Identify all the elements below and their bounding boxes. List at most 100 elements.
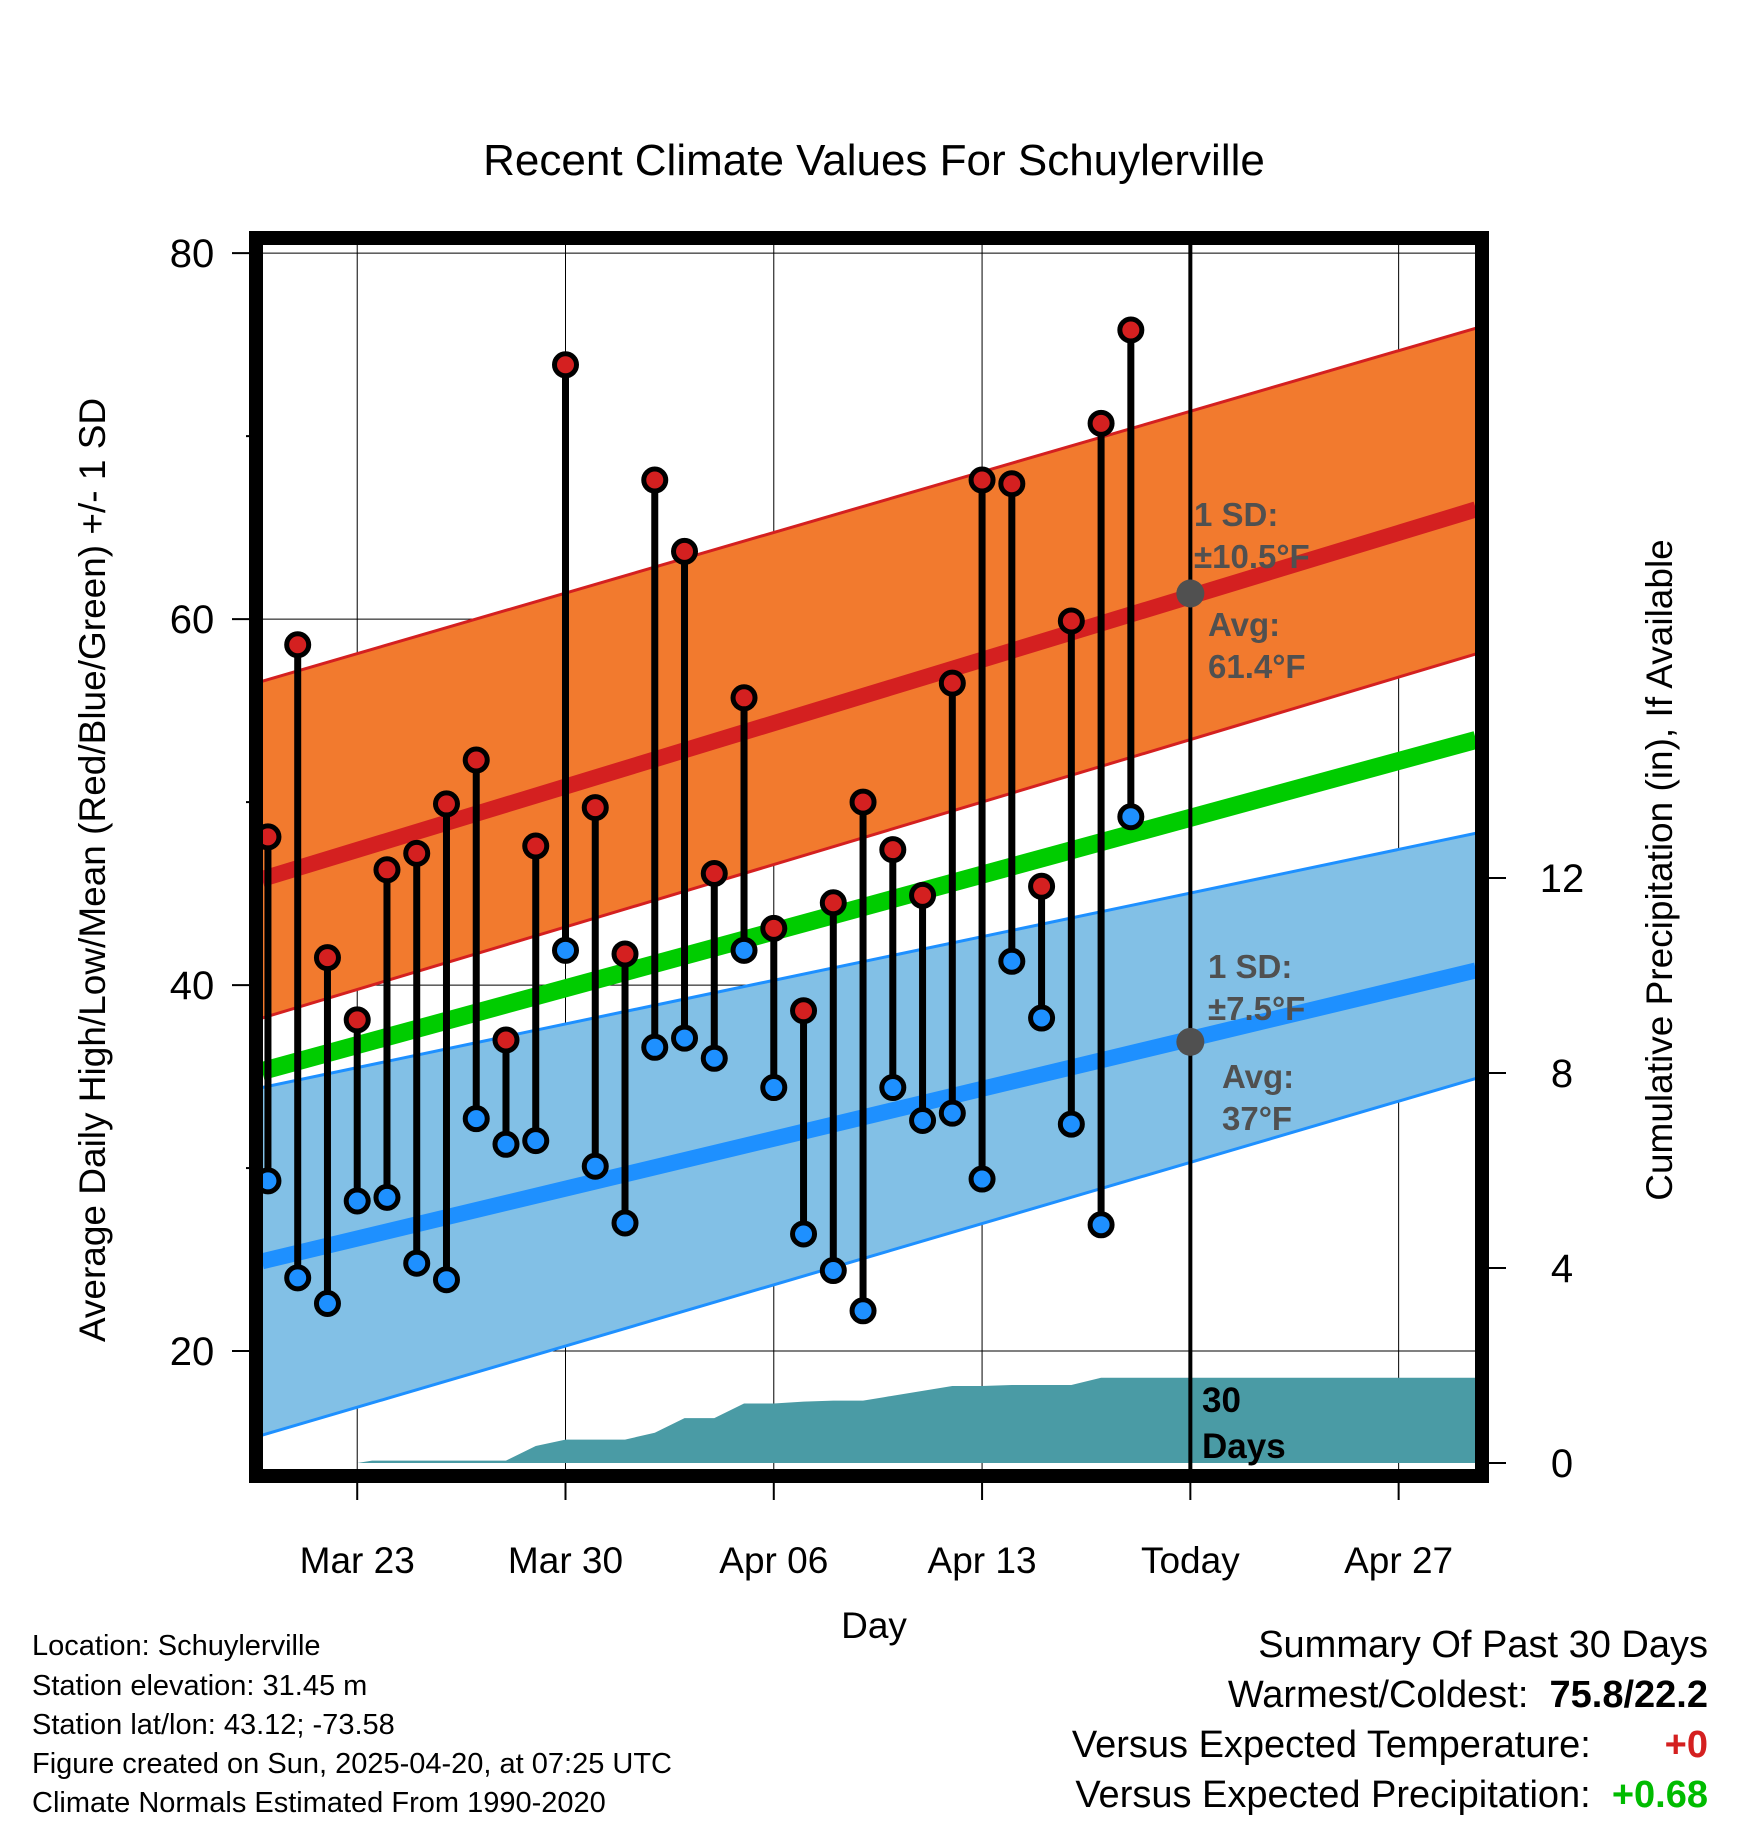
summary-precip-label: Versus Expected Precipitation: <box>1075 1774 1591 1816</box>
normal-low-lower-edge <box>262 1076 1476 1437</box>
low-avg-label: Avg: <box>1222 1058 1294 1095</box>
days-label: 30 <box>1202 1381 1241 1420</box>
chart-title: Recent Climate Values For Schuylerville <box>483 136 1265 185</box>
daily-low-point <box>1028 1004 1056 1032</box>
normal-low-upper-edge <box>262 831 1476 1090</box>
y2-tick-label: 0 <box>1551 1442 1573 1486</box>
x-tick-label: Apr 06 <box>719 1540 828 1581</box>
x-tick-label: Apr 27 <box>1344 1540 1453 1581</box>
daily-low-point <box>760 1074 788 1102</box>
x-tick-label: Today <box>1141 1540 1240 1581</box>
daily-high-point <box>968 466 996 494</box>
daily-high-point <box>462 746 490 774</box>
daily-low-point <box>998 947 1026 975</box>
summary-temp: Versus Expected Temperature: +0 <box>1072 1726 1708 1764</box>
daily-high-point <box>700 859 728 887</box>
daily-high-point <box>641 466 669 494</box>
low-sd-value: ±7.5°F <box>1208 990 1305 1027</box>
summary-precip-value: +0.68 <box>1611 1774 1708 1816</box>
high-avg-label: Avg: <box>1208 606 1280 643</box>
daily-high-point <box>938 669 966 697</box>
daily-low-point <box>968 1165 996 1193</box>
y-tick-label: 60 <box>170 598 215 642</box>
daily-low-point <box>1117 803 1145 831</box>
daily-high-point <box>492 1026 520 1054</box>
high-sd-value: ±10.5°F <box>1194 538 1310 575</box>
x-tick-label: Mar 30 <box>508 1540 623 1581</box>
high-avg-point <box>1176 579 1205 608</box>
y2-axis-label: Cumulative Precipitation (in), If Availa… <box>1639 539 1680 1201</box>
y-tick-label: 20 <box>170 1330 215 1374</box>
daily-high-point <box>760 914 788 942</box>
daily-low-point <box>879 1074 907 1102</box>
daily-high-point <box>730 684 758 712</box>
normal-high-mean-line <box>262 501 1476 887</box>
normal-low-band <box>262 833 1476 1436</box>
daily-low-point <box>909 1106 937 1134</box>
info-elevation: Station elevation: 31.45 m <box>32 1670 368 1702</box>
daily-low-point <box>1057 1110 1085 1138</box>
daily-low-point <box>611 1209 639 1237</box>
low-avg-value: 37°F <box>1222 1100 1292 1137</box>
y-tick-label: 80 <box>170 232 215 276</box>
daily-high-point <box>909 881 937 909</box>
info-created: Figure created on Sun, 2025-04-20, at 07… <box>32 1748 672 1780</box>
daily-low-point <box>641 1033 669 1061</box>
x-tick-label: Apr 13 <box>928 1540 1037 1581</box>
high-sd-label: 1 SD: <box>1194 496 1278 533</box>
daily-low-point <box>552 936 579 964</box>
y-axis-label: Average Daily High/Low/Mean (Red/Blue/Gr… <box>72 398 113 1342</box>
plot-frame <box>249 231 1489 1483</box>
daily-low-point <box>313 1289 341 1317</box>
low-sd-label: 1 SD: <box>1208 948 1292 985</box>
daily-low-point <box>790 1220 818 1248</box>
daily-low-point <box>522 1127 550 1155</box>
daily-low-point <box>284 1264 312 1292</box>
daily-low-point <box>1087 1211 1115 1239</box>
daily-low-point <box>938 1099 966 1127</box>
normal-high-lower-edge <box>262 652 1476 1020</box>
daily-high-point <box>611 940 639 968</box>
y-tick-label: 40 <box>170 964 215 1008</box>
info-normals: Climate Normals Estimated From 1990-2020 <box>32 1787 606 1819</box>
daily-low-point <box>492 1130 520 1158</box>
daily-high-point <box>313 944 341 972</box>
daily-high-point <box>879 836 907 864</box>
y2-tick-label: 4 <box>1551 1247 1573 1291</box>
y2-tick-label: 12 <box>1540 857 1585 901</box>
daily-high-point <box>403 839 431 867</box>
daily-high-point <box>1028 872 1056 900</box>
daily-low-point <box>343 1187 371 1215</box>
plot-area: 1 SD: ±10.5°F Avg: 61.4°F 1 SD: ±7.5°F Avg: 37°… <box>170 231 1585 1581</box>
daily-low-point <box>730 936 758 964</box>
daily-high-point <box>581 794 609 822</box>
daily-high-point <box>522 832 550 860</box>
daily-high-point <box>819 889 847 917</box>
daily-low-point <box>849 1297 877 1325</box>
daily-high-point <box>373 856 401 884</box>
normal-low-mean-line <box>262 962 1476 1270</box>
daily-high-point <box>790 997 818 1025</box>
daily-low-point <box>671 1024 699 1052</box>
daily-high-point <box>998 470 1026 498</box>
high-avg-value: 61.4°F <box>1208 648 1306 685</box>
daily-high-point <box>284 631 312 659</box>
info-latlon: Station lat/lon: 43.12; -73.58 <box>32 1709 395 1741</box>
daily-low-point <box>700 1044 728 1072</box>
summary-temp-value: +0 <box>1664 1724 1708 1766</box>
x-tick-label: Mar 23 <box>300 1540 415 1581</box>
normal-high-upper-edge <box>262 326 1476 683</box>
summary-precip: Versus Expected Precipitation: +0.68 <box>1075 1776 1708 1814</box>
low-avg-point <box>1176 1027 1205 1056</box>
daily-low-point <box>581 1152 609 1180</box>
info-location: Location: Schuylerville <box>32 1630 321 1662</box>
precip-area <box>262 1377 1476 1463</box>
summary-heading: Summary Of Past 30 Days <box>1258 1624 1708 1666</box>
daily-low-point <box>432 1266 460 1294</box>
y2-tick-label: 8 <box>1551 1052 1573 1096</box>
x-axis-label: Day <box>841 1605 907 1646</box>
daily-low-point <box>819 1257 847 1285</box>
daily-high-point <box>432 790 460 818</box>
daily-high-point <box>1057 607 1085 635</box>
